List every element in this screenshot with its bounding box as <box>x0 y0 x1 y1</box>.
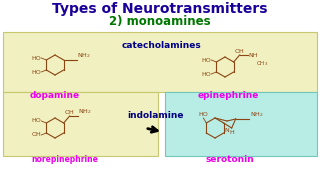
FancyBboxPatch shape <box>3 32 317 92</box>
Text: OH: OH <box>32 132 41 138</box>
Text: HO: HO <box>32 69 41 75</box>
Text: norepinephrine: norepinephrine <box>32 155 99 164</box>
Text: catecholamines: catecholamines <box>122 40 202 50</box>
Text: Types of Neurotransmitters: Types of Neurotransmitters <box>52 2 268 16</box>
Text: N: N <box>224 129 229 134</box>
Text: serotonin: serotonin <box>206 155 254 164</box>
Text: HO: HO <box>202 57 211 62</box>
Text: HO: HO <box>198 112 208 117</box>
Text: HO: HO <box>202 71 211 76</box>
Text: OH: OH <box>235 49 244 54</box>
Text: CH$_3$: CH$_3$ <box>256 59 268 68</box>
Text: H: H <box>229 129 234 134</box>
Text: OH: OH <box>65 110 75 115</box>
Text: 2) monoamines: 2) monoamines <box>109 15 211 28</box>
Text: NH$_2$: NH$_2$ <box>250 110 263 118</box>
Text: indolamine: indolamine <box>127 111 183 120</box>
FancyBboxPatch shape <box>165 92 317 156</box>
Text: HO: HO <box>32 55 41 60</box>
Text: epinephrine: epinephrine <box>197 91 259 100</box>
FancyBboxPatch shape <box>3 92 158 156</box>
Text: NH: NH <box>248 53 258 57</box>
Text: NH$_2$: NH$_2$ <box>77 51 90 60</box>
Text: dopamine: dopamine <box>30 91 80 100</box>
Text: NH$_2$: NH$_2$ <box>78 107 92 116</box>
Text: HO: HO <box>32 118 41 123</box>
